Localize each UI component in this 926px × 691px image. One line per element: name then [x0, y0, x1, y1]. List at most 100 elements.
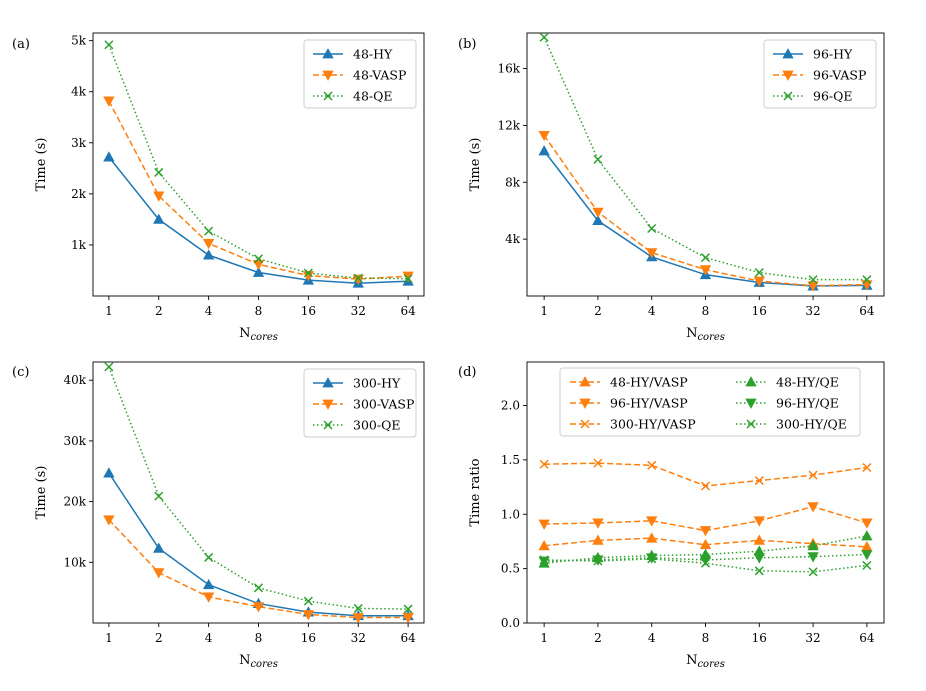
data-point [861, 550, 873, 561]
data-point [253, 583, 264, 593]
data-point [303, 268, 313, 278]
data-point [700, 558, 711, 568]
series-300-QE [104, 362, 413, 614]
x-axis-label: Ncores [239, 326, 278, 343]
legend-label: 96-HY [813, 47, 853, 62]
data-point [754, 268, 764, 278]
data-point [402, 613, 414, 624]
x-tick-label: 2 [155, 631, 163, 645]
data-point [647, 223, 657, 234]
data-point [646, 532, 658, 543]
legend-label: 300-HY/QE [776, 417, 847, 432]
legend-label: 96-HY/QE [776, 396, 839, 411]
data-point [538, 539, 550, 551]
legend-label: 96-QE [813, 89, 853, 104]
data-point [646, 248, 658, 259]
data-point [352, 613, 364, 624]
x-tick-label: 4 [205, 631, 213, 645]
x-tick-label: 16 [301, 631, 316, 645]
data-point [807, 281, 819, 292]
legend-marker [323, 420, 333, 430]
x-axis-label: Ncores [239, 653, 278, 670]
legend-entry: 96-HY/VASP [570, 396, 688, 411]
y-tick-label: 3k [71, 136, 87, 150]
y-tick-label: 4k [505, 232, 521, 246]
legend-marker [580, 419, 590, 429]
legend-entry: 300-HY/QE [736, 417, 847, 432]
x-tick-label: 1 [105, 631, 113, 645]
data-point [647, 460, 657, 470]
legend-marker [322, 377, 334, 388]
data-point [862, 560, 872, 570]
legend-entry: 48-QE [313, 89, 393, 104]
data-point [403, 274, 413, 284]
data-point [753, 534, 765, 545]
data-point [754, 476, 764, 486]
legend-marker [746, 419, 756, 429]
data-point [539, 32, 549, 42]
x-axis-label: Ncores [686, 653, 725, 670]
x-tick-label: 1 [540, 631, 548, 645]
data-point [202, 249, 215, 260]
data-point [154, 167, 164, 177]
data-point [753, 553, 765, 564]
data-point [808, 275, 818, 285]
data-point [807, 539, 819, 551]
y-tick-label: 8k [505, 175, 521, 189]
x-tick-label: 8 [255, 631, 263, 645]
data-point [861, 518, 873, 529]
data-point [353, 273, 363, 283]
series-300-HY/QE [539, 554, 872, 577]
data-point [862, 275, 872, 285]
x-tick-label: 2 [155, 304, 163, 318]
data-point [302, 610, 315, 621]
legend-marker [783, 91, 793, 101]
legend-label: 48-HY/QE [776, 375, 839, 390]
data-point [539, 555, 549, 565]
legend-label: 300-HY [353, 376, 401, 391]
panel-b: (b) 1 2 4 8 16 32 64 Ncores 4k 8k 12k 16k Time (s) 96-… [458, 32, 885, 343]
y-tick-label: 20k [63, 495, 86, 509]
x-tick-label: 64 [400, 631, 416, 645]
legend-label: 48-VASP [353, 68, 406, 83]
data-point [538, 145, 550, 156]
y-tick-label: 1k [71, 238, 87, 252]
x-tick-label: 1 [105, 304, 113, 318]
data-point [154, 491, 164, 501]
legend-entry: 96-QE [773, 89, 853, 104]
legend-marker [782, 70, 794, 81]
x-tick-label: 16 [752, 631, 767, 645]
x-tick-label: 32 [805, 631, 820, 645]
x-tick-label: 32 [351, 631, 366, 645]
panel-label: (c) [12, 365, 29, 380]
legend-entry: 300-HY/VASP [570, 417, 696, 432]
y-tick-label: 12k [497, 118, 520, 132]
y-tick-label: 2.0 [501, 399, 520, 413]
data-point [153, 213, 165, 224]
data-point [754, 566, 764, 576]
data-point [252, 259, 265, 271]
data-point [699, 265, 712, 276]
data-point [103, 151, 115, 162]
series-48-QE [104, 40, 413, 284]
series-96-HY/VASP [538, 502, 873, 537]
data-point [808, 470, 818, 480]
y-tick-label: 30k [63, 434, 86, 448]
x-tick-label: 16 [752, 304, 767, 318]
legend-label: 300-HY/VASP [610, 417, 696, 432]
y-tick-label: 0.5 [501, 562, 520, 576]
legend-label: 48-HY [353, 47, 393, 62]
data-point [153, 542, 165, 553]
data-point [700, 481, 711, 491]
panel-d: (d) 1 2 4 8 16 32 64 Ncores 0.0 0.5 1.0 1.5 2.0 Time r… [458, 361, 885, 670]
panel-a: (a) 1 2 4 8 16 32 64 Ncores 1k 2k 3k 4k 5k Time (s) 48-… [12, 32, 425, 343]
data-point [753, 516, 765, 527]
x-tick-label: 32 [351, 304, 366, 318]
y-tick-label: 16k [497, 62, 520, 76]
legend-label: 96-VASP [813, 68, 866, 83]
y-tick-label: 1.0 [501, 507, 520, 521]
legend-box [559, 367, 861, 437]
legend-marker [782, 48, 794, 59]
x-tick-label: 8 [702, 304, 710, 318]
legend-label: 300-VASP [353, 397, 414, 412]
